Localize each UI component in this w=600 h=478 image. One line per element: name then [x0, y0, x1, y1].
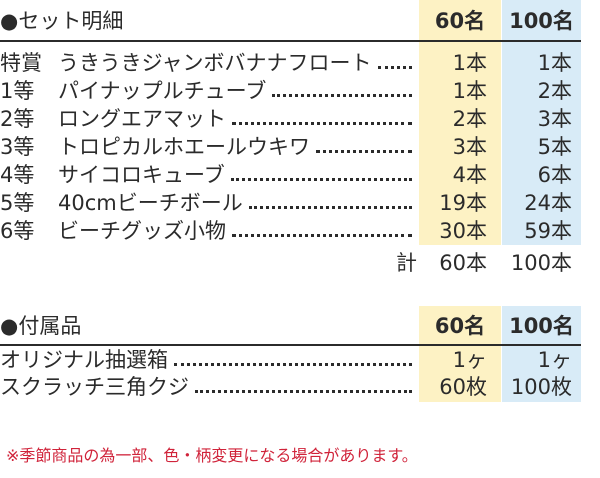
set-row-name: パイナップルチューブ: [58, 79, 267, 103]
leader-dots: [378, 66, 412, 69]
leader-dots: [316, 150, 412, 153]
accessory-col-60-header: 60名: [434, 314, 486, 338]
total-value-60: 60本: [439, 251, 487, 275]
leader-dots: [195, 390, 412, 393]
set-total-row: 計 60本 100本: [0, 248, 581, 278]
accessory-header-rule: [0, 344, 581, 346]
set-row: 3等 トロピカルホエールウキワ 3本 5本: [0, 132, 581, 162]
set-row-value-60: 4本: [452, 163, 487, 187]
set-row-value-60: 3本: [452, 135, 487, 159]
set-row-rank: 3等: [0, 135, 35, 159]
total-value-100: 100本: [510, 251, 572, 275]
set-row-value-100: 1本: [537, 51, 572, 75]
set-row-value-100: 59本: [524, 219, 572, 243]
set-row-value-60: 19本: [439, 191, 487, 215]
footnote: ※季節商品の為一部、色・柄変更になる場合があります。: [6, 446, 418, 465]
set-row-name: ロングエアマット: [58, 107, 226, 131]
set-row-value-60: 1本: [452, 51, 487, 75]
set-row-value-100: 2本: [537, 79, 572, 103]
set-row-value-100: 3本: [537, 107, 572, 131]
set-section-title: ●セット明細: [0, 9, 124, 33]
accessory-row: オリジナル抽選箱 1ヶ 1ヶ: [0, 345, 581, 375]
set-col-100-header: 100名: [509, 9, 574, 33]
set-row-value-100: 24本: [524, 191, 572, 215]
set-header-rule: [0, 40, 581, 42]
accessory-col-100-header: 100名: [509, 314, 574, 338]
set-row-rank: 6等: [0, 219, 35, 243]
leader-dots: [174, 363, 412, 366]
set-row-rank: 2等: [0, 107, 35, 131]
leader-dots: [272, 94, 412, 97]
set-row-name: うきうきジャンボバナナフロート: [58, 51, 372, 75]
leader-dots: [232, 122, 412, 125]
accessory-row-name: スクラッチ三角クジ: [0, 375, 189, 399]
leader-dots: [232, 234, 412, 237]
accessory-section-title: ●付属品: [0, 314, 82, 338]
set-row: 特賞 うきうきジャンボバナナフロート 1本 1本: [0, 48, 581, 78]
set-row-name: トロピカルホエールウキワ: [58, 135, 310, 159]
set-col-60-header: 60名: [434, 9, 486, 33]
set-row: 6等 ビーチグッズ小物 30本 59本: [0, 216, 581, 246]
set-row: 2等 ロングエアマット 2本 3本: [0, 104, 581, 134]
set-row-value-100: 5本: [537, 135, 572, 159]
set-row: 1等 パイナップルチューブ 1本 2本: [0, 76, 581, 106]
accessory-row-value-100: 1ヶ: [537, 348, 572, 372]
leader-dots: [249, 206, 412, 209]
set-row: 4等 サイコロキューブ 4本 6本: [0, 160, 581, 190]
set-row-rank: 特賞: [0, 51, 42, 75]
set-row-value-100: 6本: [537, 163, 572, 187]
set-row-rank: 5等: [0, 191, 35, 215]
set-row-name: ビーチグッズ小物: [58, 219, 226, 243]
set-row: 5等 40cmビーチボール 19本 24本: [0, 188, 581, 218]
accessory-row-value-100: 100枚: [510, 375, 572, 399]
accessory-row-value-60: 60枚: [439, 375, 487, 399]
set-row-name: サイコロキューブ: [58, 163, 225, 187]
total-label: 計: [396, 251, 417, 275]
accessory-col-60-background: [419, 306, 501, 402]
accessory-row: スクラッチ三角クジ 60枚 100枚: [0, 372, 581, 402]
set-row-rank: 1等: [0, 79, 35, 103]
set-row-value-60: 30本: [439, 219, 487, 243]
set-row-rank: 4等: [0, 163, 35, 187]
leader-dots: [231, 178, 412, 181]
set-row-value-60: 1本: [452, 79, 487, 103]
set-row-name: 40cmビーチボール: [58, 191, 243, 215]
accessory-row-name: オリジナル抽選箱: [0, 348, 168, 372]
accessory-col-100-background: [502, 306, 581, 402]
set-row-value-60: 2本: [452, 107, 487, 131]
accessory-row-value-60: 1ヶ: [452, 348, 487, 372]
